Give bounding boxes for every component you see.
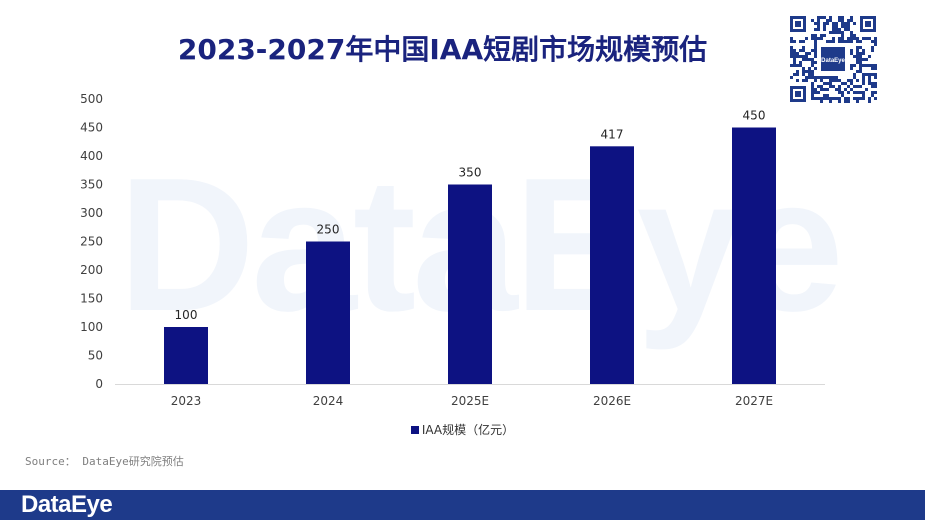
brand-logo: DataEye (21, 491, 113, 518)
y-tick-label: 100 (80, 320, 103, 334)
legend-label: IAA规模（亿元） (421, 423, 515, 437)
bar-2027E (732, 127, 776, 384)
y-tick-label: 350 (80, 178, 103, 192)
y-tick-label: 400 (80, 149, 103, 163)
y-tick-label: 0 (95, 377, 103, 391)
bar-2023 (164, 327, 208, 384)
bar-2026E (590, 146, 634, 384)
qr-badge-text: DataEye (821, 58, 845, 64)
y-tick-label: 50 (88, 349, 103, 363)
data-label-2024: 250 (317, 223, 340, 237)
chart-title: 2023-2027年中国IAA短剧市场规模预估 (177, 33, 708, 66)
qr-code-icon: DataEye (789, 15, 877, 103)
y-tick-label: 500 (80, 92, 103, 106)
x-tick-label: 2025E (451, 394, 489, 408)
data-label-2023: 100 (175, 308, 198, 322)
x-tick-label: 2024 (313, 394, 344, 408)
data-label-2025E: 350 (459, 166, 482, 180)
data-label-2027E: 450 (743, 109, 766, 123)
bar-chart: 0 50 100 150 200 250 300 350 400 450 500 100 250 350… (80, 92, 825, 408)
y-tick-label: 200 (80, 263, 103, 277)
y-tick-label: 150 (80, 292, 103, 306)
y-tick-label: 300 (80, 206, 103, 220)
x-tick-label: 2023 (171, 394, 202, 408)
legend-swatch (410, 426, 419, 434)
y-tick-label: 250 (80, 235, 103, 249)
footer-bar: DataEye (0, 490, 925, 520)
x-tick-label: 2026E (593, 394, 631, 408)
x-tick-label: 2027E (735, 394, 773, 408)
data-label-2026E: 417 (601, 127, 624, 141)
source-note: Source： DataEye研究院预估 (25, 455, 184, 468)
y-tick-label: 450 (80, 121, 103, 135)
bar-2024 (306, 241, 350, 384)
bar-2025E (448, 184, 492, 384)
chart-legend: IAA规模（亿元） (0, 421, 925, 438)
